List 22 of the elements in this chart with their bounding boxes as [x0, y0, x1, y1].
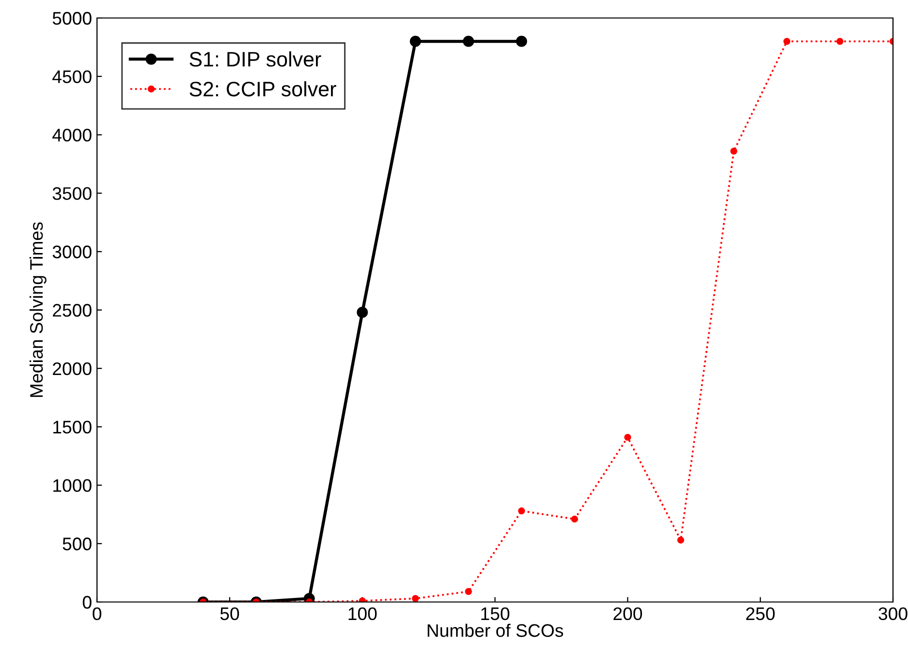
- x-tick-label: 50: [220, 607, 240, 620]
- y-tick-label: 2500: [52, 304, 92, 317]
- legend-label: S1: DIP solver: [190, 51, 322, 67]
- y-tick-label: 3500: [52, 187, 92, 200]
- y-tick-label: 1500: [53, 420, 92, 434]
- y-tick-label: 1000: [53, 479, 92, 492]
- x-axis-title: Number of SCOs: [428, 624, 564, 637]
- y-tick-label: 0: [82, 596, 92, 609]
- x-tick-label: 250: [746, 607, 775, 620]
- legend-label: S2: CCIP solver: [190, 81, 336, 96]
- x-tick-label: 300: [878, 607, 908, 620]
- y-axis-title: Median Solving Times: [30, 222, 46, 397]
- y-tick-label: 2000: [52, 362, 92, 376]
- y-tick-label: 500: [62, 538, 92, 550]
- x-tick-label: 0: [92, 607, 102, 620]
- y-tick-label: 4500: [52, 70, 92, 84]
- y-tick-label: 5000: [52, 12, 92, 25]
- x-tick-label: 200: [614, 607, 642, 620]
- y-tick-label: 4000: [52, 128, 92, 142]
- x-tick-label: 100: [348, 607, 377, 620]
- x-tick-label: 150: [481, 607, 510, 620]
- y-tick-label: 3000: [52, 246, 92, 258]
